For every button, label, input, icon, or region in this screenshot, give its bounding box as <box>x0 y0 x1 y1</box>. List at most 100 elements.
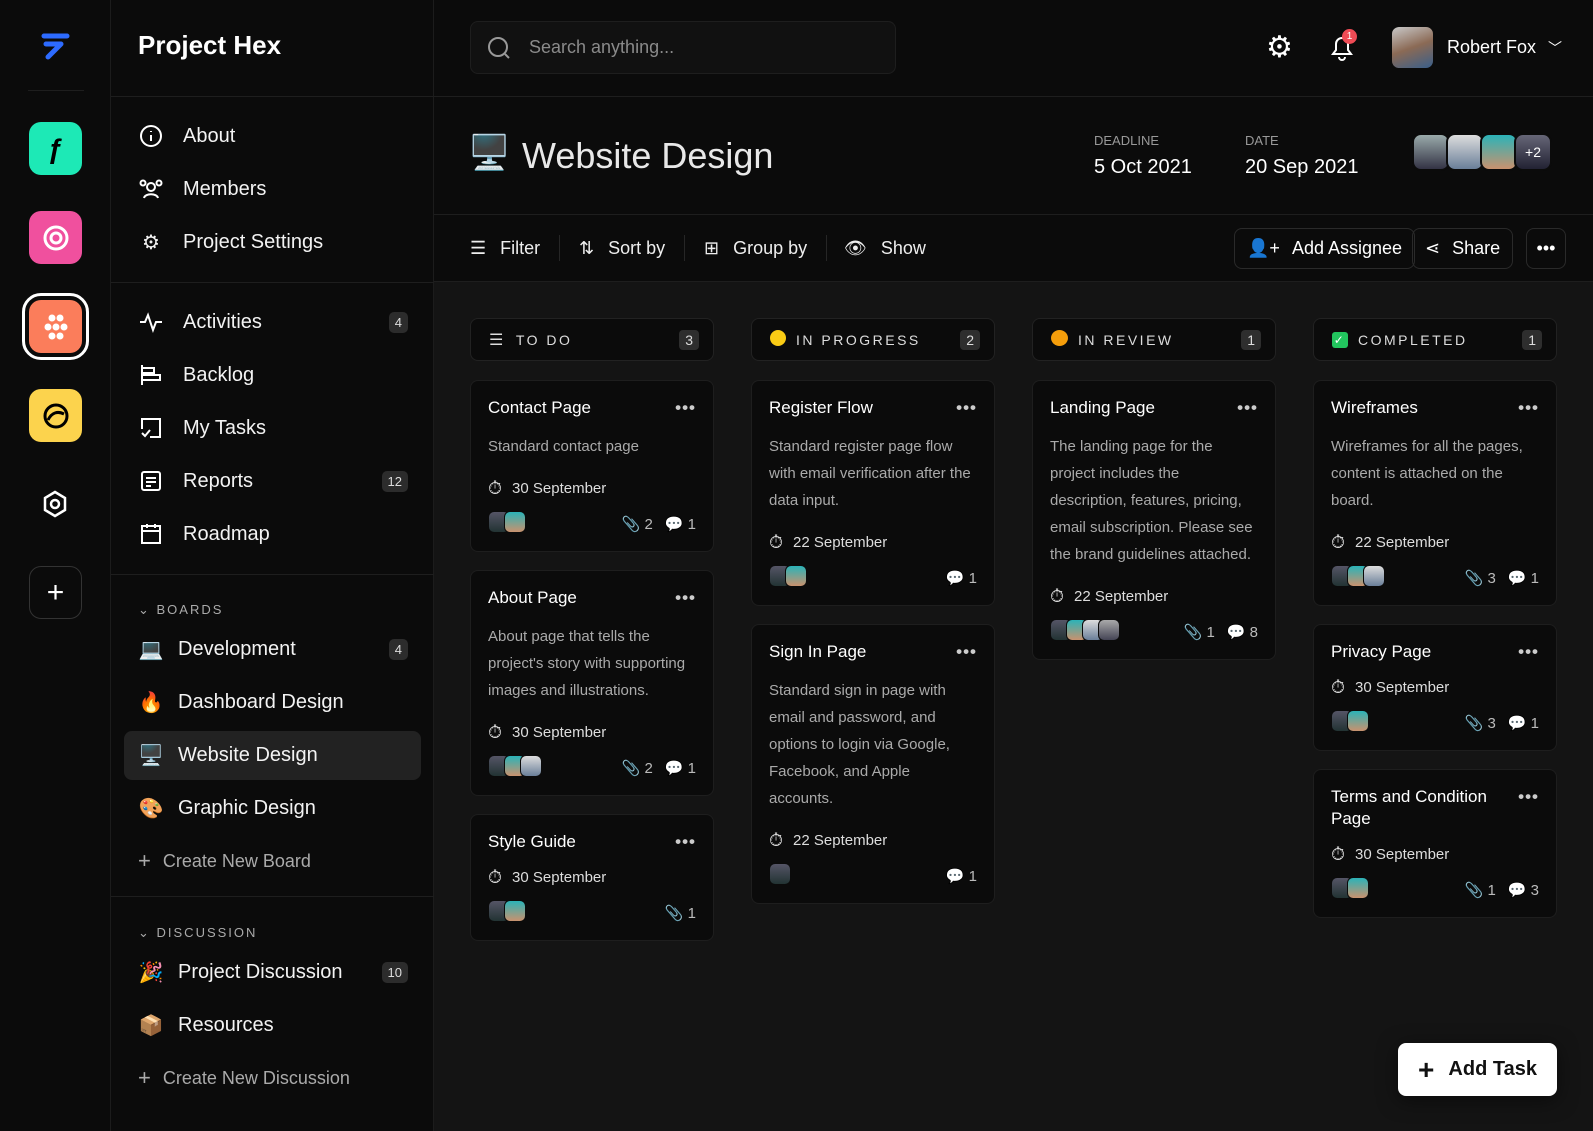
app-switch-3[interactable] <box>22 293 89 360</box>
app-switch-1[interactable]: ƒ <box>29 122 82 175</box>
eye-icon: 👁 <box>844 238 867 258</box>
avatar <box>1098 618 1120 641</box>
nav-my-tasks[interactable]: My Tasks <box>138 408 408 448</box>
add-task-button[interactable]: + Add Task <box>1398 1043 1557 1096</box>
board-dashboard-design[interactable]: 🔥 Dashboard Design <box>138 682 408 722</box>
task-assignees <box>1050 618 1120 646</box>
count-badge: 12 <box>381 470 408 492</box>
app-switch-2[interactable] <box>29 211 82 264</box>
add-assignee-button[interactable]: 👤+ Add Assignee <box>1234 228 1416 269</box>
deadline: DEADLINE 5 Oct 2021 <box>1094 133 1192 179</box>
group-button[interactable]: ⊞ Group by <box>704 215 807 282</box>
users-icon <box>138 176 164 202</box>
boards-section-toggle[interactable]: ⌄ BOARDS <box>138 602 224 617</box>
task-card[interactable]: Style Guide ••• ⏱ 30 September 📎 1 <box>470 814 714 941</box>
add-app-button[interactable]: + <box>29 566 82 619</box>
attachment-count: 2 <box>644 760 653 777</box>
brand-logo-icon[interactable] <box>40 32 70 60</box>
filter-button[interactable]: ☰ Filter <box>470 215 540 282</box>
comment-count: 1 <box>968 570 977 587</box>
column-title: IN PROGRESS <box>796 331 921 348</box>
more-icon[interactable]: ••• <box>675 832 696 851</box>
palette-icon: 🎨 <box>138 797 164 820</box>
notifications-button[interactable]: 1 <box>1329 29 1357 66</box>
app-switch-4[interactable] <box>29 389 82 442</box>
show-button[interactable]: 👁 Show <box>844 215 926 282</box>
nav-about[interactable]: About <box>138 116 408 156</box>
member-avatars[interactable]: +2 <box>1412 133 1552 171</box>
more-icon[interactable]: ••• <box>956 642 977 661</box>
tasks-icon <box>138 415 164 441</box>
timer-icon: ⏱ <box>1331 844 1346 864</box>
sort-button[interactable]: ⇅ Sort by <box>579 215 665 282</box>
nav-backlog[interactable]: Backlog <box>138 355 408 395</box>
nav-reports[interactable]: Reports 12 <box>138 461 408 501</box>
board-title: Website Design <box>522 135 774 176</box>
task-card[interactable]: Terms and Condition Page ••• ⏱ 30 September… <box>1313 769 1557 918</box>
paperclip-icon: 📎 <box>664 905 684 922</box>
more-icon[interactable]: ••• <box>1518 787 1539 806</box>
create-board-button[interactable]: + Create New Board <box>138 848 311 874</box>
board-website-design[interactable]: 🖥️ Website Design <box>124 731 421 780</box>
nav-project-settings[interactable]: ⚙ Project Settings <box>138 222 408 262</box>
attachment-count: 2 <box>644 516 653 533</box>
task-due-date: 30 September <box>1355 679 1450 696</box>
share-button[interactable]: ⋖ Share <box>1412 228 1514 269</box>
settings-icon[interactable]: ⚙ <box>1266 31 1293 64</box>
comment-icon: 💬 <box>945 570 965 587</box>
task-card[interactable]: Register Flow ••• Standard register page f… <box>751 380 995 606</box>
more-button[interactable]: ••• <box>1526 228 1566 269</box>
timer-icon: ⏱ <box>769 830 784 850</box>
board-graphic-design[interactable]: 🎨 Graphic Design <box>138 788 408 828</box>
paperclip-icon: 📎 <box>1464 715 1484 732</box>
calendar-icon <box>138 521 164 547</box>
column-header[interactable]: IN PROGRESS 2 <box>751 318 995 361</box>
create-discussion-label: Create New Discussion <box>162 1067 350 1088</box>
more-icon[interactable]: ••• <box>1518 398 1539 417</box>
create-discussion-button[interactable]: + Create New Discussion <box>138 1065 350 1091</box>
more-icon[interactable]: ••• <box>675 398 696 417</box>
attachment-count: 1 <box>1487 882 1496 899</box>
avatar <box>1480 133 1518 171</box>
user-menu[interactable]: Robert Fox ﹀ <box>1390 25 1562 70</box>
plus-icon: + <box>138 1065 151 1090</box>
chevron-down-icon: ﹀ <box>1548 39 1563 56</box>
section-label: BOARDS <box>156 602 224 617</box>
nav-activities[interactable]: Activities 4 <box>138 302 408 342</box>
task-description: Standard register page flow with email v… <box>769 438 971 509</box>
search-input[interactable] <box>529 37 869 58</box>
comments: 💬 1 <box>665 759 696 777</box>
task-card[interactable]: Privacy Page ••• ⏱ 30 September 📎 3 💬 1 <box>1313 624 1557 751</box>
hexagon-settings-icon[interactable] <box>42 490 68 518</box>
column-header[interactable]: IN REVIEW 1 <box>1032 318 1276 361</box>
nav-roadmap[interactable]: Roadmap <box>138 514 408 554</box>
avatar <box>1347 876 1369 899</box>
task-card[interactable]: Landing Page ••• The landing page for the … <box>1032 380 1276 660</box>
nav-label: About <box>183 124 236 147</box>
more-icon[interactable]: ••• <box>1237 398 1258 417</box>
attachment-count: 1 <box>1206 624 1215 641</box>
discussion-resources[interactable]: 📦 Resources <box>138 1005 408 1045</box>
task-card[interactable]: Sign In Page ••• Standard sign in page wit… <box>751 624 995 904</box>
nav-label: Backlog <box>183 363 255 386</box>
search-box[interactable] <box>470 21 896 74</box>
task-card[interactable]: About Page ••• About page that tells the p… <box>470 570 714 796</box>
avatar <box>1446 133 1484 171</box>
figma-icon: ƒ <box>47 132 64 164</box>
more-icon[interactable]: ••• <box>675 588 696 607</box>
column-header[interactable]: ✓ COMPLETED 1 <box>1313 318 1557 361</box>
discussion-project[interactable]: 🎉 Project Discussion 10 <box>138 952 408 992</box>
more-icon[interactable]: ••• <box>1518 642 1539 661</box>
task-due-date: 30 September <box>512 480 607 497</box>
more-icon[interactable]: ••• <box>956 398 977 417</box>
task-card[interactable]: Contact Page ••• Standard contact page ⏱ 30 … <box>470 380 714 552</box>
nav-members[interactable]: Members <box>138 169 408 209</box>
column-header[interactable]: ☰ TO DO 3 <box>470 318 714 361</box>
task-card[interactable]: Wireframes ••• Wireframes for all the page… <box>1313 380 1557 606</box>
task-title: Wireframes <box>1331 398 1418 417</box>
paperclip-icon: 📎 <box>1464 882 1484 899</box>
discussion-section-toggle[interactable]: ⌄ DISCUSSION <box>138 925 258 940</box>
board-development[interactable]: 💻 Development 4 <box>138 629 408 669</box>
deadline-label: DEADLINE <box>1094 133 1160 148</box>
task-description: Wireframes for all the pages, content is… <box>1331 438 1523 509</box>
